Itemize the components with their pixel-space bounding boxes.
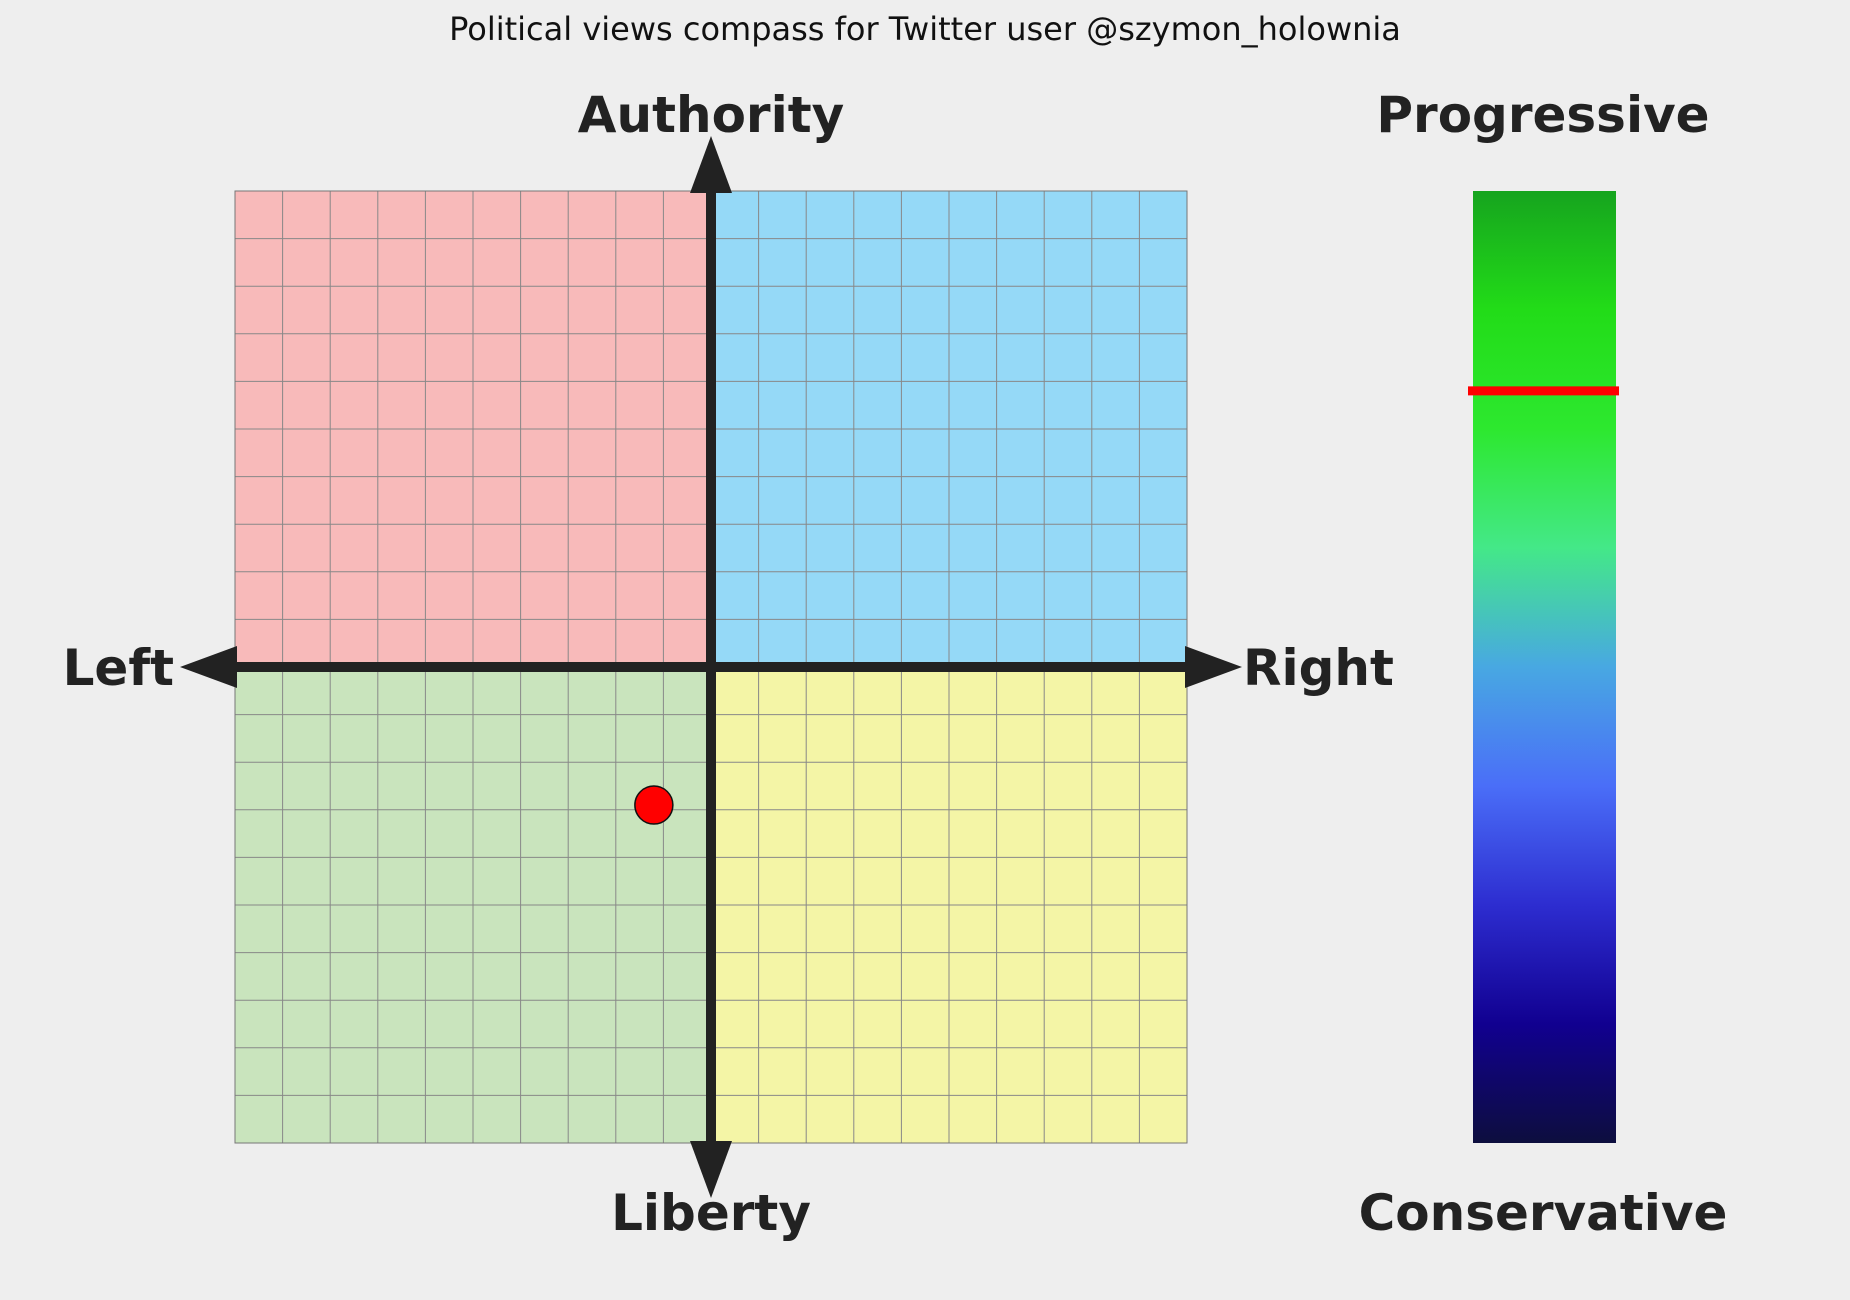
data-points bbox=[634, 785, 674, 825]
axis-label-liberty: Liberty bbox=[611, 1184, 811, 1242]
progressive-conservative-scale bbox=[1468, 191, 1619, 1143]
scale-gradient-bar bbox=[1473, 191, 1616, 1143]
data-point bbox=[634, 785, 674, 825]
arrow-down-icon bbox=[690, 1141, 732, 1198]
horizontal-axis bbox=[235, 662, 1187, 672]
scale-label-conservative: Conservative bbox=[1359, 1184, 1728, 1242]
arrow-right-icon bbox=[1185, 646, 1242, 688]
chart-title: Political views compass for Twitter user… bbox=[449, 10, 1401, 48]
political-compass bbox=[180, 136, 1242, 1198]
axis-label-authority: Authority bbox=[578, 86, 844, 144]
scale-label-progressive: Progressive bbox=[1376, 86, 1709, 144]
axis-label-right: Right bbox=[1243, 639, 1394, 697]
axis-label-left: Left bbox=[63, 639, 174, 697]
compass-axes bbox=[180, 136, 1242, 1198]
arrow-up-icon bbox=[690, 136, 732, 193]
arrow-left-icon bbox=[180, 646, 237, 688]
